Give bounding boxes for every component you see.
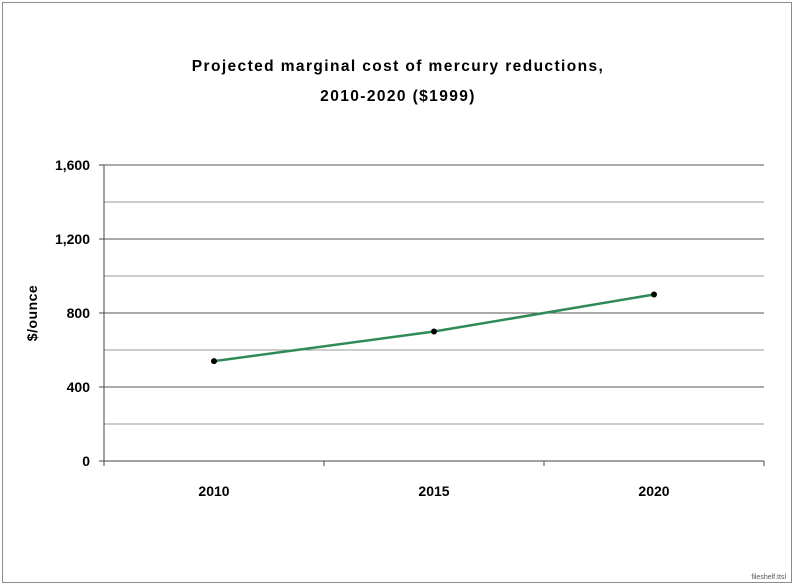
x-tick-label: 2020 (638, 483, 669, 499)
footnote: fileshelf.ttsl (751, 574, 786, 581)
data-point (431, 328, 437, 335)
y-tick-label: 0 (82, 453, 90, 469)
y-tick-label: 400 (67, 379, 91, 395)
x-tick-label: 2010 (198, 483, 229, 499)
y-tick-label: 1,600 (55, 157, 90, 173)
series-line (213, 293, 655, 363)
y-tick-label: 800 (67, 305, 91, 321)
x-tick-label: 2015 (418, 483, 449, 499)
y-tick-label: 1,200 (55, 231, 90, 247)
data-point (651, 291, 657, 298)
chart-title-line-2: 2010-2020 ($1999) (320, 88, 476, 105)
chart-title-line-1: Projected marginal cost of mercury reduc… (191, 58, 605, 75)
data-point (211, 358, 217, 365)
